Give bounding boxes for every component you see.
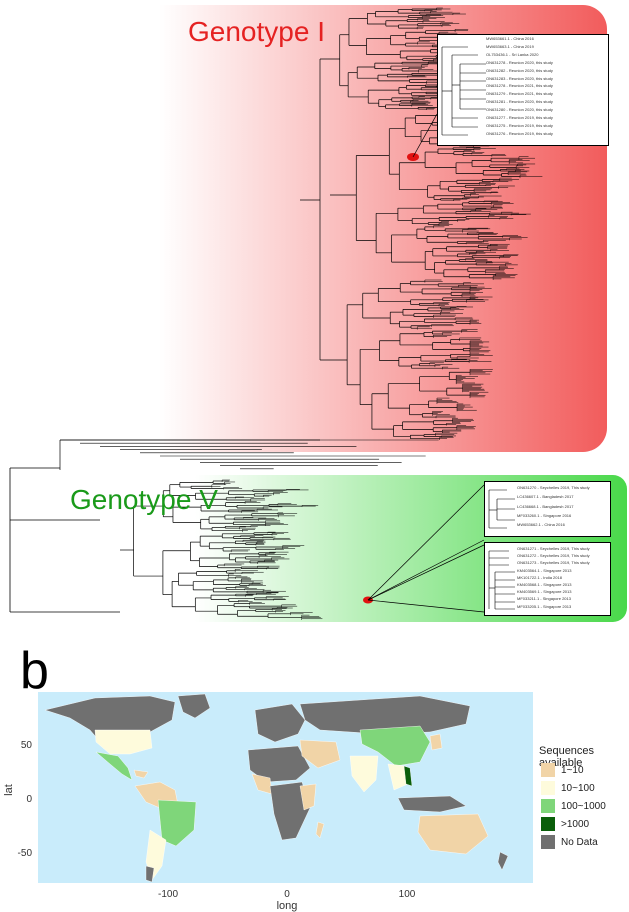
inset-sequence-label: KM403568.1 - Singapore 2013	[517, 582, 572, 587]
inset-sequence-label: LC436607.1 - Bangladesh 2017	[517, 494, 574, 500]
genotype-5-label: Genotype V	[70, 484, 218, 515]
new-zealand	[497, 851, 509, 871]
inset-sequence-label: LC436668.1 - Bangladesh 2017	[517, 503, 574, 509]
africa-east	[299, 783, 317, 811]
inset-mid-tree	[488, 489, 515, 529]
world-map: 50 0 -50 -100 0 100 long lat	[3, 692, 533, 912]
australia	[417, 813, 489, 855]
mexico-central	[95, 751, 133, 781]
inset-sequence-label: ON631270 - Seychelles 2019, This study	[517, 485, 590, 490]
x-tick-minus-100: -100	[158, 889, 178, 900]
inset-sequence-label: ON631279 - Reunion 2021, this study	[486, 91, 553, 97]
inset-sequence-label: ON631272 - Seychelles 2019, This study	[517, 553, 590, 559]
inset-sequence-label: ON631275 - Reunion 2019, this study	[486, 122, 553, 128]
y-axis-title: lat	[3, 784, 15, 796]
legend-label: >1000	[561, 818, 590, 830]
patagonia	[145, 865, 155, 883]
panel-b-letter: b	[20, 642, 49, 700]
europe	[254, 703, 306, 743]
y-tick-minus-50: -50	[18, 848, 33, 859]
legend-item: 10~100	[541, 781, 595, 795]
inset-sequence-label: KM403569.1 - Singapore 2013	[517, 589, 572, 595]
inset-connector-lines	[367, 113, 485, 613]
legend-swatch	[541, 781, 555, 795]
indonesia	[397, 795, 467, 813]
inset-sequence-label: MW653661.1 - China 2016	[486, 36, 534, 41]
inset-sequence-label: OL753436.1 - Sri Lanka 2020	[486, 51, 539, 57]
inset-sequence-label: MF033205.1 - Singapore 2013	[517, 603, 572, 609]
land-masses	[44, 693, 509, 883]
caribbean	[133, 769, 149, 779]
inset-sequence-label: ON631280 - Reunion 2020, this study	[486, 107, 553, 113]
inset-sequence-label: ON631283 - Reunion 2020, this study	[486, 75, 553, 81]
genotype-1-label: Genotype I	[188, 16, 325, 47]
inset-sequence-label: ON631271 - Seychelles 2019, This study	[517, 546, 590, 551]
inset-sequence-label: MW653663.1 - China 2019	[486, 43, 534, 49]
china	[359, 725, 431, 767]
inset-top: MW653661.1 - China 2016 MW653663.1 - Chin…	[437, 34, 609, 146]
x-tick-0: 0	[284, 889, 290, 900]
russia	[299, 695, 471, 735]
y-tick-0: 0	[26, 794, 32, 805]
y-tick-50: 50	[21, 740, 33, 751]
legend-label: 10~100	[561, 782, 595, 794]
inset-sequence-label: ON631282 - Reunion 2020, this study	[486, 67, 553, 73]
inset-mid: ON631270 - Seychelles 2019, This study LC…	[484, 481, 611, 537]
legend-item: >1000	[541, 817, 589, 831]
madagascar	[315, 821, 325, 839]
map-axes: 50 0 -50 -100 0 100 long lat	[3, 740, 416, 912]
inset-sequence-label: ON631278 - Reunion 2020, this study	[486, 59, 553, 65]
inset-sequence-label: ON631281 - Reunion 2020, this study	[486, 99, 553, 105]
x-tick-100: 100	[399, 889, 416, 900]
inset-top-tree	[441, 46, 486, 136]
legend-swatch	[541, 799, 555, 813]
inset-sequence-label: MF033211.1 - Singapore 2013	[517, 596, 571, 602]
legend-label: 1~10	[561, 764, 584, 776]
legend-item: 1~10	[541, 763, 584, 777]
inset-sequence-label: ON631276 - Reunion 2019, this study	[486, 130, 553, 136]
inset-sequence-label: ON631278 - Reunion 2021, this study	[486, 83, 553, 89]
x-axis-title: long	[277, 900, 298, 912]
brazil	[157, 799, 197, 847]
greenland	[177, 693, 211, 719]
inset-sequence-label: KM403564.1 - Singapore 2013	[517, 567, 572, 573]
legend-item: 100~1000	[541, 799, 606, 813]
inset-sequence-label: MW653662.1 - China 2016	[517, 522, 565, 528]
india	[349, 755, 379, 793]
legend-swatch	[541, 817, 555, 831]
inset-bottom: ON631271 - Seychelles 2019, This study ON…	[484, 542, 611, 616]
inset-sequence-label: MF033260.1 - Singapore 2016	[517, 512, 572, 518]
legend-label: 100~1000	[561, 800, 606, 812]
inset-sequence-label: MK101722.1 - India 2018	[517, 574, 562, 580]
legend-label: No Data	[561, 836, 598, 848]
genotype-5-band	[10, 475, 627, 622]
inset-sequence-label: ON631277 - Reunion 2019, this study	[486, 115, 553, 120]
usa-canada-low	[94, 729, 153, 755]
legend-item: No Data	[541, 835, 598, 849]
inset-sequence-label: ON631273 - Seychelles 2019, This study	[517, 560, 590, 566]
vietnam	[403, 765, 413, 787]
legend-swatch	[541, 835, 555, 849]
africa-north	[247, 745, 311, 783]
korea-japan	[429, 733, 443, 751]
inset-bottom-tree	[488, 550, 515, 610]
africa-central	[269, 781, 311, 841]
legend-swatch	[541, 763, 555, 777]
middle-east	[299, 739, 341, 769]
